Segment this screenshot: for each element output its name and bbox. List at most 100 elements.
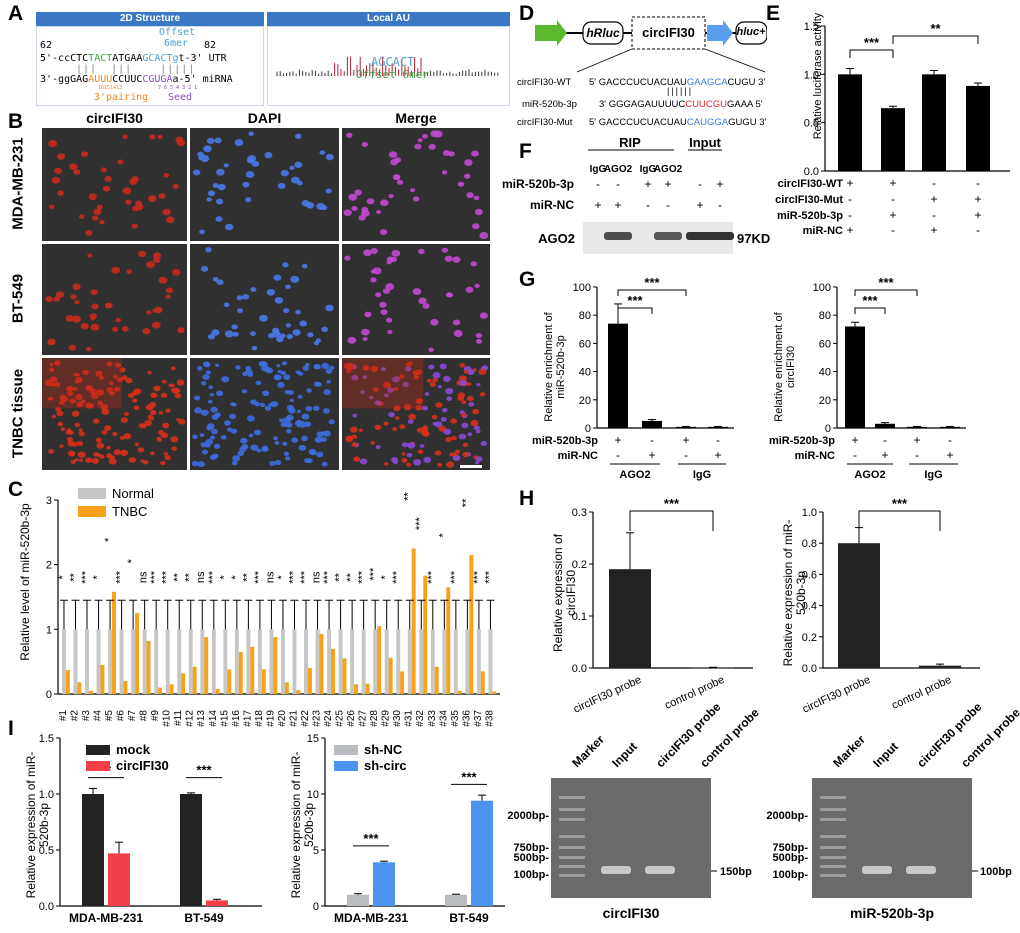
d-circ-box [631,16,706,50]
c-bar-tnbc [100,664,105,694]
g-left-ytick-label: 60 [579,338,591,350]
c-xtick-label: #26 [346,710,357,727]
c-bar-tnbc [434,666,439,694]
g-left-bracket-2-label: *** [644,275,660,290]
g-right-sign: + [913,433,920,447]
a-au-label: Offset 6mer [356,68,429,81]
h-gel-right-marker: 750bp- [773,842,809,854]
i-right-bar [347,894,369,906]
c-xtick-label: #34 [438,710,449,727]
f-sign: + [644,177,651,191]
c-ytick-label: 3 [46,495,52,507]
h-gel-left-ladder-band [559,865,585,868]
e-bracket-2-label: ** [930,21,941,36]
c-bar-normal [188,629,193,694]
h-gel-right-ladder-band [820,846,846,849]
g-right-ytick-label: 80 [819,310,831,322]
c-bar-tnbc [319,633,324,694]
i-right-legend-label: sh-NC [364,742,403,757]
c-bar-normal [257,629,262,694]
a-mir-tail: a-5' miRNA [172,74,233,85]
c-bar-tnbc [411,548,416,694]
c-bar-tnbc [296,690,301,694]
g-right-group-label: AGO2 [854,469,885,481]
i-right-bar [445,894,467,906]
e-sign: + [846,176,853,190]
panel-label-f: F [519,140,532,163]
c-ytick-label: 2 [46,560,52,572]
f-sign: + [614,198,621,212]
c-sig: *** [368,567,380,581]
f-sign: - [616,177,620,191]
c-xtick-label: #25 [335,710,346,727]
h-gel-right-ladder-band [820,874,846,877]
d-mut-seq: 5' GACCCUCUACUAUCAUGGAGUGU 3' [589,117,766,128]
d-wt-seq-b: GAAGCA [686,77,728,88]
c-bar-normal [476,629,481,694]
g-left-bar [676,426,696,428]
b-col-circ: circIFI30 [86,110,143,126]
e-sign: - [932,176,936,190]
c-bar-normal [211,629,216,694]
f-sign: + [696,198,703,212]
g-left-ytick-label: 100 [573,282,591,294]
c-sig: * [57,574,69,579]
c-xtick-label: #32 [415,710,426,727]
c-sig: *** [207,570,219,584]
i-right-ytick-label: 15 [307,733,319,745]
f-lane-label: IgG [640,164,657,175]
c-sig: * [126,558,138,563]
c-xtick-label: #19 [265,710,276,727]
g-left-bar [708,426,728,428]
g-left-ytick-label: 40 [579,367,591,379]
c-xtick-label: #7 [127,710,138,722]
g-left-bracket-1 [617,307,653,314]
h-right-ytick-label: 0.0 [802,663,817,675]
i-right-ytick-label: 0 [313,901,319,913]
c-bar-normal [142,629,147,694]
c-bar-tnbc [423,575,428,694]
i-right-sig: *** [363,831,379,846]
g-right-sign: + [851,433,858,447]
c-xtick-label: #4 [92,710,103,722]
c-xtick-label: #15 [219,710,230,727]
h-gel-left-band [601,866,631,874]
g-right-bar [907,426,927,428]
c-bar-normal [453,629,458,694]
c-xtick-label: #33 [427,710,438,727]
c-sig: ** [68,572,80,581]
c-xtick-label: #28 [369,710,380,727]
h-right-ytick-label: 1.0 [802,507,817,519]
h-gel-right-marker: 2000bp- [766,810,808,822]
c-bar-normal [85,629,89,694]
c-bar-normal [96,629,101,694]
d-wt-seq-a: 5' GACCCUCUACUAU [589,77,687,88]
g-left-row1-label: miR-520b-3p [532,435,598,447]
g-right-ytick-label: 100 [813,282,831,294]
c-xtick-label: #12 [185,710,196,727]
d-pair-lines: |||||| [667,86,694,96]
c-bar-tnbc [77,682,82,694]
g-right-ytick-label: 60 [819,338,831,350]
a-offset: Offset [159,27,196,38]
h-gel-right-ladder-band [820,865,846,868]
g-right-group-label: IgG [924,469,942,481]
c-bar-tnbc [135,613,139,694]
g-left-sign: - [716,433,720,447]
e-ytick-label: 0.0 [804,166,819,178]
d-construct [535,16,767,73]
d-mir-seq: 3' GGGAGAUUUUCCUUCGUGAAA 5' [599,99,763,110]
d-hluc: hluc+ [736,26,766,38]
f-sign: - [698,177,702,191]
c-bar-tnbc [457,690,462,694]
c-bar-normal [292,629,297,694]
panel-label-b: B [8,110,24,133]
g-right-sign: - [915,448,919,462]
panel-d: hRluc circIFI30 hluc+ circIFI30-WT 5' GA… [517,14,767,134]
c-sig: *** [472,570,484,584]
f-row1-label: miR-520b-3p [502,177,574,191]
c-xtick-label: #37 [473,710,484,727]
e-ytick-label: 0.5 [804,118,819,130]
c-bar-tnbc [331,648,335,694]
